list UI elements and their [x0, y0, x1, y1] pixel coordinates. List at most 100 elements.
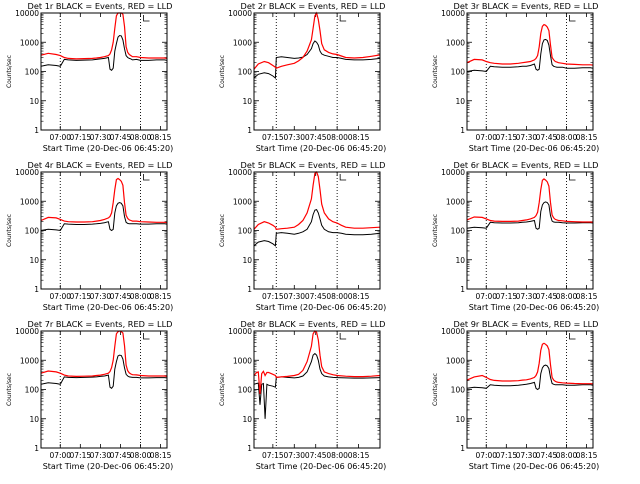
y-tick-label: 1000: [233, 197, 252, 206]
x-tick-label: 07:15: [70, 292, 92, 301]
x-tick-label: 07:45: [305, 133, 327, 142]
y-axis-label: Counts/sec: [432, 373, 439, 406]
y-tick-label: 100: [25, 386, 40, 395]
series-lld: [466, 178, 594, 223]
corner-mark: [569, 15, 576, 22]
y-tick-label: 1: [34, 444, 39, 453]
chart-title: Det 2r BLACK = Events, RED = LLD: [241, 1, 386, 11]
series-events: [466, 201, 594, 230]
y-axis-label: Counts/sec: [6, 55, 13, 88]
y-tick-label: 100: [451, 68, 466, 77]
x-tick-label: 08:00: [326, 133, 348, 142]
chart-title: Det 3r BLACK = Events, RED = LLD: [454, 1, 599, 11]
series-lld: [253, 171, 381, 230]
y-tick-label: 100: [451, 386, 466, 395]
y-tick-label: 1: [247, 285, 252, 294]
y-axis-label: Counts/sec: [432, 55, 439, 88]
y-tick-label: 1000: [20, 356, 39, 365]
x-tick-label: 08:15: [576, 133, 598, 142]
y-tick-label: 1: [460, 285, 465, 294]
y-axis-label: Counts/sec: [219, 373, 226, 406]
plot-frame: [466, 330, 594, 449]
y-tick-label: 1000: [446, 356, 465, 365]
y-tick-label: 100: [451, 227, 466, 236]
x-tick-label: 07:30: [516, 451, 538, 460]
series-lld: [40, 330, 168, 378]
x-tick-label: 07:30: [516, 133, 538, 142]
corner-mark: [339, 15, 347, 22]
y-tick-label: 10000: [441, 9, 465, 18]
chart-panel-8: Det 8r BLACK = Events, RED = LLD Counts/s…: [219, 319, 386, 471]
chart-panel-3: Det 3r BLACK = Events, RED = LLD Counts/s…: [432, 1, 599, 153]
x-tick-label: 07:45: [110, 451, 132, 460]
chart-title: Det 1r BLACK = Events, RED = LLD: [28, 1, 173, 11]
x-tick-label: 07:30: [90, 451, 112, 460]
corner-mark: [339, 333, 347, 340]
x-tick-label: 07:45: [110, 133, 132, 142]
x-axis-label: Start Time (20-Dec-06 06:45:20): [469, 144, 600, 153]
corner-mark: [143, 174, 150, 181]
y-tick-label: 100: [238, 68, 253, 77]
y-tick-label: 10000: [441, 168, 465, 177]
chart-title: Det 5r BLACK = Events, RED = LLD: [241, 160, 386, 170]
x-tick-label: 08:00: [556, 451, 578, 460]
x-tick-label: 07:15: [70, 133, 92, 142]
plot-frame: [466, 171, 594, 290]
chart-panel-9: Det 9r BLACK = Events, RED = LLD Counts/s…: [432, 319, 599, 471]
y-tick-label: 10000: [228, 9, 252, 18]
y-tick-label: 100: [25, 68, 40, 77]
y-tick-label: 1000: [446, 197, 465, 206]
x-tick-label: 08:15: [348, 292, 370, 301]
series-events: [253, 352, 381, 419]
chart-panel-2: Det 2r BLACK = Events, RED = LLD Counts/s…: [219, 1, 386, 153]
y-tick-label: 10000: [228, 168, 252, 177]
x-axis-label: Start Time (20-Dec-06 06:45:20): [43, 303, 174, 312]
x-tick-label: 08:00: [556, 292, 578, 301]
x-tick-label: 07:15: [262, 133, 284, 142]
x-tick-label: 07:30: [283, 292, 305, 301]
y-tick-label: 10: [455, 97, 465, 106]
x-tick-label: 07:45: [110, 292, 132, 301]
y-tick-label: 10: [29, 97, 39, 106]
x-tick-label: 08:15: [576, 292, 598, 301]
x-tick-label: 07:30: [90, 292, 112, 301]
plot-frame: [253, 12, 381, 131]
y-tick-label: 1: [247, 126, 252, 135]
y-tick-label: 10: [29, 256, 39, 265]
chart-panel-1: Det 1r BLACK = Events, RED = LLD Counts/s…: [6, 1, 173, 153]
x-tick-label: 08:15: [150, 451, 172, 460]
x-tick-label: 08:00: [326, 292, 348, 301]
chart-panel-5: Det 5r BLACK = Events, RED = LLD Counts/s…: [219, 160, 386, 312]
plot-frame: [253, 330, 381, 449]
plot-frame: [40, 330, 168, 449]
corner-mark: [569, 174, 576, 181]
series-lld: [40, 12, 168, 60]
series-events: [40, 202, 168, 232]
corner-mark: [143, 15, 150, 22]
y-tick-label: 1: [247, 444, 252, 453]
y-axis-label: Counts/sec: [219, 55, 226, 88]
y-tick-label: 10: [29, 415, 39, 424]
y-axis-label: Counts/sec: [219, 214, 226, 247]
x-tick-label: 08:00: [130, 451, 152, 460]
x-axis-label: Start Time (20-Dec-06 06:45:20): [256, 303, 387, 312]
chart-title: Det 4r BLACK = Events, RED = LLD: [28, 160, 173, 170]
series-events: [466, 38, 594, 73]
y-axis-label: Counts/sec: [6, 214, 13, 247]
y-tick-label: 1: [34, 285, 39, 294]
y-tick-label: 10: [455, 256, 465, 265]
chart-title: Det 9r BLACK = Events, RED = LLD: [454, 319, 599, 329]
y-tick-label: 10000: [15, 327, 39, 336]
corner-mark: [143, 333, 150, 340]
y-tick-label: 1000: [233, 356, 252, 365]
x-tick-label: 08:00: [130, 292, 152, 301]
series-events: [253, 209, 381, 247]
y-tick-label: 100: [25, 227, 40, 236]
x-axis-label: Start Time (20-Dec-06 06:45:20): [43, 462, 174, 471]
series-lld: [40, 177, 168, 224]
x-axis-label: Start Time (20-Dec-06 06:45:20): [469, 303, 600, 312]
x-tick-label: 07:00: [475, 292, 497, 301]
plot-frame: [40, 12, 168, 131]
y-tick-label: 1: [460, 126, 465, 135]
x-tick-label: 07:00: [49, 133, 71, 142]
